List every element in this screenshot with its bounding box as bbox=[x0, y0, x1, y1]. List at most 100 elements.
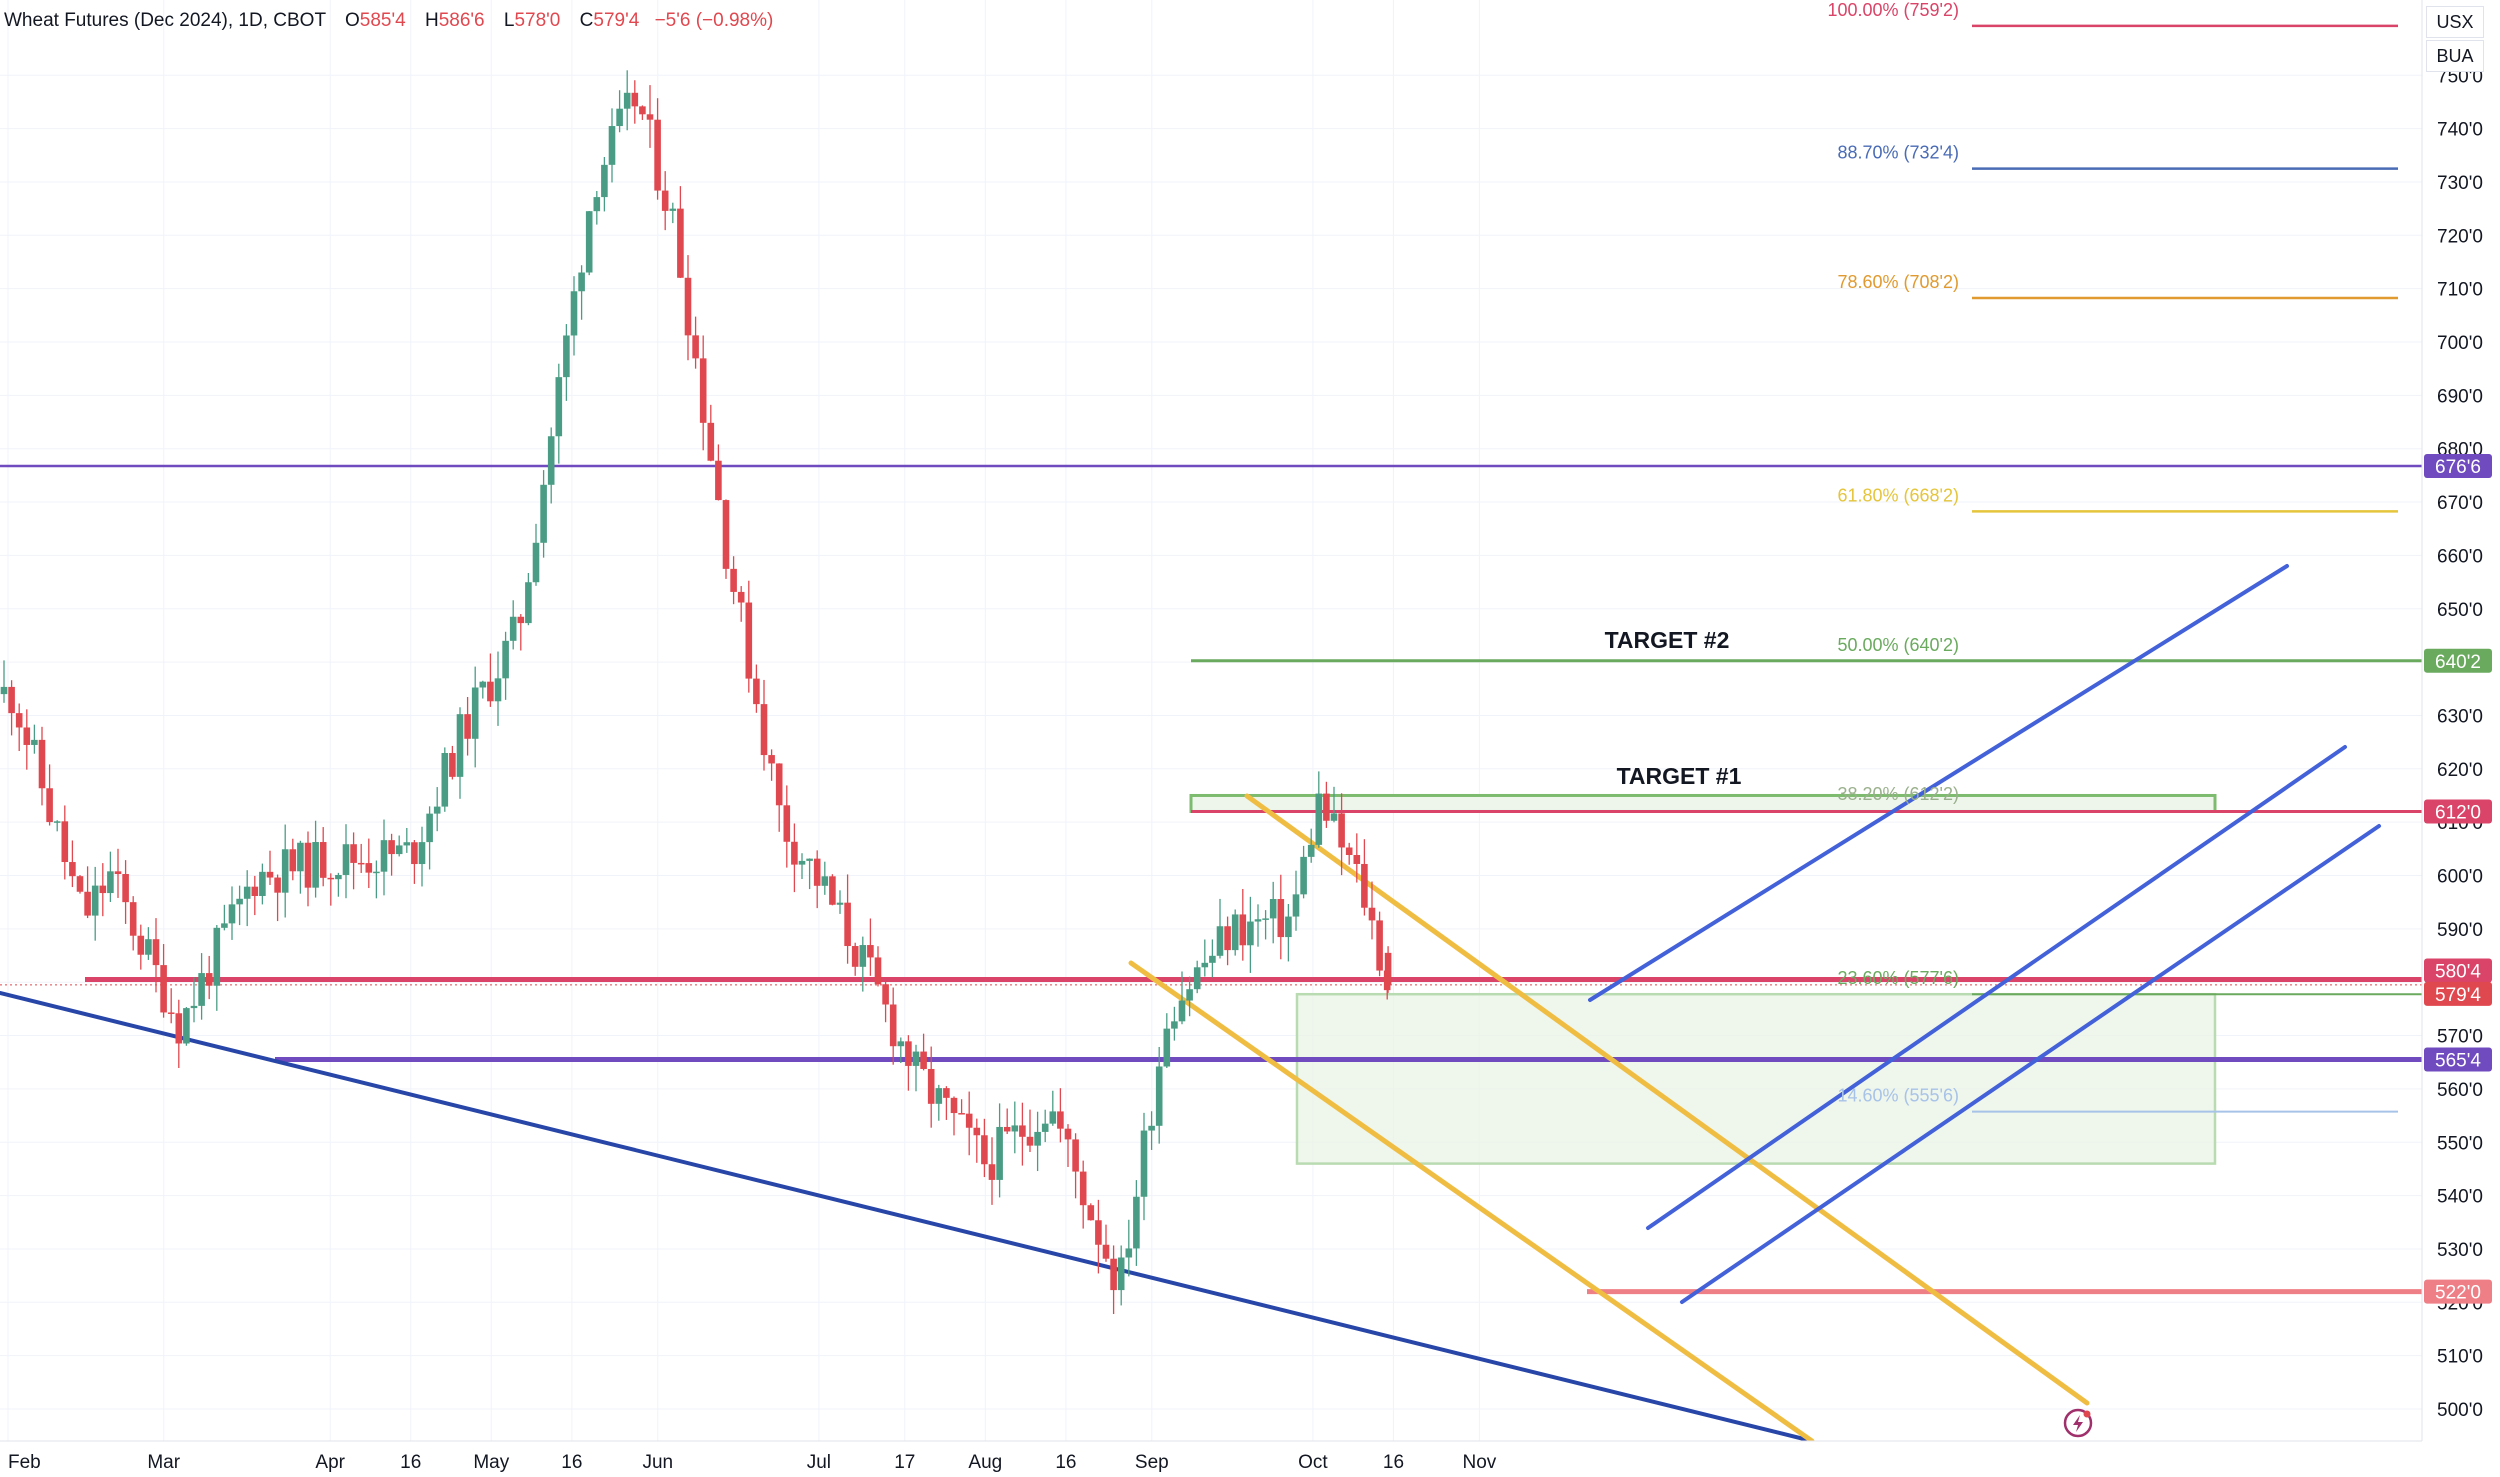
candle-body bbox=[38, 739, 46, 789]
candle-body bbox=[1133, 1196, 1140, 1249]
price-tick-label: 660'0 bbox=[2437, 546, 2483, 567]
candle-body bbox=[768, 755, 775, 764]
price-tag bbox=[2424, 1279, 2492, 1304]
candle-body bbox=[1376, 920, 1383, 971]
candle-body bbox=[1034, 1131, 1041, 1146]
candle-body bbox=[950, 1097, 958, 1114]
price-tick-label: 570'0 bbox=[2437, 1027, 2483, 1048]
target-1-label: TARGET #1 bbox=[1617, 763, 1742, 789]
candle-body bbox=[183, 1008, 190, 1044]
candle-body bbox=[806, 858, 813, 861]
time-axis-background bbox=[0, 1441, 2422, 1477]
unit-button[interactable]: BUA bbox=[2426, 40, 2484, 72]
rising-channel-upper bbox=[1588, 564, 2289, 1002]
candle-body bbox=[1148, 1125, 1155, 1131]
candle-body bbox=[464, 714, 471, 739]
time-tick-label: 17 bbox=[894, 1452, 915, 1473]
price-tick-label: 560'0 bbox=[2437, 1080, 2483, 1101]
candle-body bbox=[623, 92, 631, 109]
rising-channel-lower bbox=[1680, 824, 2381, 1304]
legend-change: −5'6 (−0.98%) bbox=[654, 10, 774, 31]
candle-body bbox=[1110, 1258, 1117, 1291]
candle-body bbox=[15, 713, 23, 728]
candle-body bbox=[1117, 1257, 1125, 1291]
candle-body bbox=[76, 876, 84, 892]
lightning-icon[interactable] bbox=[2063, 1408, 2093, 1438]
candle-body bbox=[1307, 844, 1315, 857]
candle-body bbox=[509, 616, 517, 641]
candle-body bbox=[388, 840, 395, 855]
candle-body bbox=[1125, 1248, 1133, 1258]
candle-body bbox=[996, 1126, 1003, 1180]
candle-body bbox=[1171, 1021, 1178, 1029]
price-tag-label: 522'0 bbox=[2435, 1283, 2481, 1304]
legend-high-value: 586'6 bbox=[438, 10, 485, 31]
candle-body bbox=[920, 1051, 927, 1069]
candle-body bbox=[661, 190, 669, 211]
price-tag-label: 580'4 bbox=[2435, 962, 2481, 983]
target-2-label: TARGET #2 bbox=[1605, 627, 1730, 653]
legend-close-label: C bbox=[579, 10, 594, 31]
candle-body bbox=[137, 935, 145, 955]
candle-body bbox=[737, 591, 745, 603]
candle-body bbox=[403, 842, 411, 846]
candle-body bbox=[753, 678, 760, 705]
candle-body bbox=[1216, 926, 1224, 956]
price-tick-label: 650'0 bbox=[2437, 600, 2483, 621]
candle-body bbox=[1087, 1205, 1095, 1221]
candle-body bbox=[783, 805, 791, 842]
candle-body bbox=[221, 923, 228, 928]
candle-body bbox=[1269, 899, 1277, 919]
candle-body bbox=[175, 1013, 183, 1044]
candle-body bbox=[699, 358, 707, 423]
fib-level-label: 38.20% (612'2) bbox=[1837, 784, 1959, 804]
candle-body bbox=[1209, 955, 1216, 963]
fib-level-label: 61.80% (668'2) bbox=[1837, 485, 1959, 505]
candle-body bbox=[266, 871, 274, 878]
candle-body bbox=[851, 946, 859, 967]
candle-body bbox=[449, 753, 456, 777]
candle-body bbox=[152, 939, 160, 966]
candle-body bbox=[859, 945, 867, 967]
candle-body bbox=[365, 863, 373, 873]
candle-body bbox=[1384, 952, 1392, 985]
candle-body bbox=[114, 871, 122, 875]
time-tick-label: Apr bbox=[315, 1452, 345, 1473]
legend-open-label: O bbox=[345, 10, 360, 31]
candle-body bbox=[1064, 1128, 1072, 1140]
price-axis-background bbox=[2422, 0, 2500, 1477]
candle-body bbox=[585, 211, 593, 273]
price-tick-label: 670'0 bbox=[2437, 493, 2483, 514]
candle-body bbox=[342, 844, 350, 875]
candle-body bbox=[965, 1113, 973, 1128]
candle-body bbox=[1201, 962, 1209, 968]
candle-body bbox=[867, 945, 874, 958]
candle-body bbox=[297, 842, 304, 872]
candle-body bbox=[145, 939, 152, 955]
candle-body bbox=[167, 1012, 175, 1014]
candle-body bbox=[160, 965, 167, 1013]
price-tag-label: 579'4 bbox=[2435, 985, 2481, 1006]
price-tag bbox=[2424, 454, 2492, 479]
candle-body bbox=[912, 1051, 920, 1066]
candle-body bbox=[1019, 1125, 1026, 1137]
candle-body bbox=[563, 335, 570, 378]
currency-button[interactable]: USX bbox=[2426, 6, 2484, 38]
candle-body bbox=[547, 436, 555, 485]
price-tick-label: 600'0 bbox=[2437, 867, 2483, 888]
candle-body bbox=[1338, 813, 1345, 848]
candle-body bbox=[319, 842, 327, 878]
candle-body bbox=[251, 886, 259, 896]
time-tick-label: Nov bbox=[1462, 1452, 1496, 1473]
candle-body bbox=[357, 862, 365, 865]
candle-body bbox=[1102, 1244, 1110, 1259]
candle-body bbox=[1285, 916, 1292, 938]
candle-body bbox=[722, 500, 730, 569]
price-tick-label: 740'0 bbox=[2437, 120, 2483, 141]
candle-body bbox=[243, 886, 251, 899]
fib-level-label: 88.70% (732'4) bbox=[1837, 143, 1959, 163]
price-tick-label: 630'0 bbox=[2437, 706, 2483, 727]
candle-body bbox=[1262, 918, 1269, 920]
